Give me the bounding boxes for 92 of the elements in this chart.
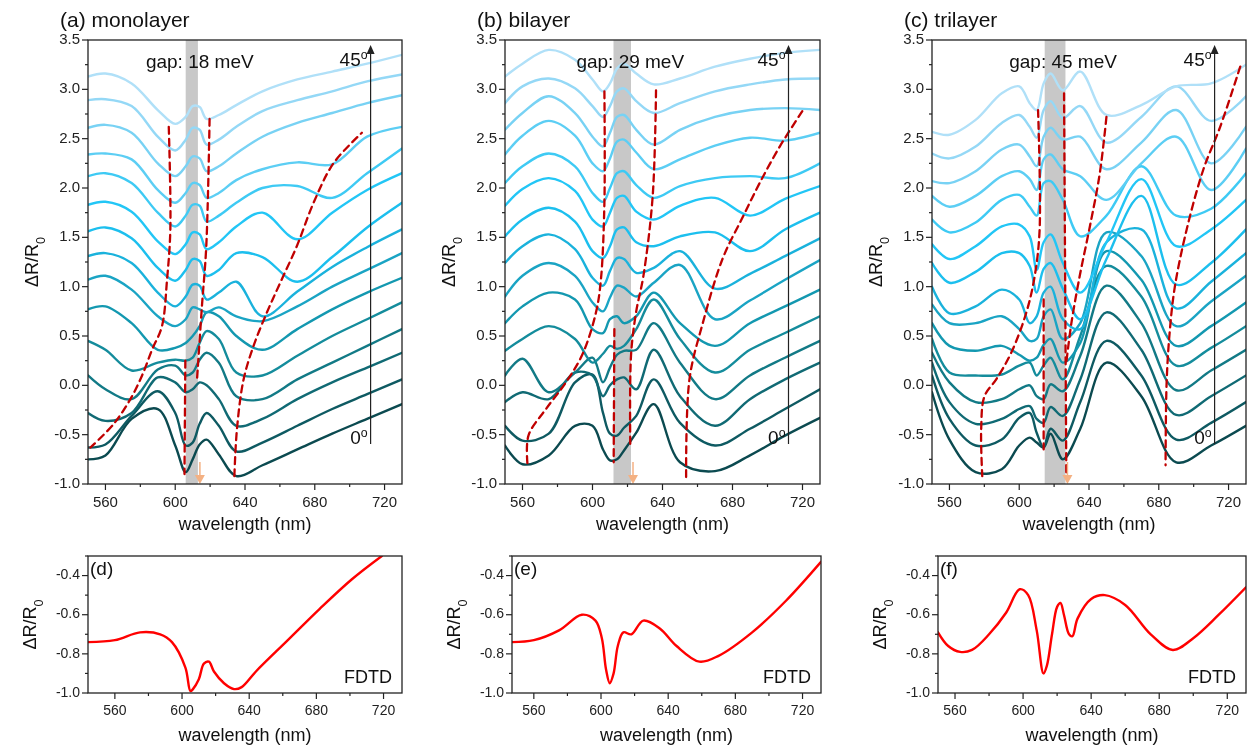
annotation: gap: 45 meV [1009, 51, 1118, 72]
y-tick-label: -1.0 [55, 683, 81, 700]
y-tick-label: 0.5 [903, 325, 924, 343]
x-axis-title: wavelength (nm) [1021, 514, 1156, 534]
x-tick-label: 560 [936, 493, 962, 510]
chart-title: (f) [940, 558, 958, 579]
x-tick-label: 560 [92, 493, 118, 510]
chart-title: (c) trilayer [904, 8, 998, 31]
y-tick-label: 1.5 [59, 227, 80, 245]
y-tick-label: -0.5 [471, 424, 497, 442]
annotation: 45$^{o}$ [339, 48, 368, 70]
x-tick-label: 600 [579, 493, 606, 510]
x-tick-label: 560 [943, 702, 967, 718]
annotation: FDTD [763, 667, 811, 687]
y-tick-label: -1.0 [471, 473, 497, 491]
annotation: 45$^{o}$ [1183, 48, 1212, 70]
y-tick-label: -0.8 [479, 644, 505, 661]
y-tick-label: -1.0 [479, 683, 505, 700]
x-tick-label: 600 [589, 702, 613, 718]
annotation: FDTD [344, 667, 392, 687]
y-tick-label: -0.5 [54, 424, 80, 442]
annotation: 0$^{o}$ [1194, 426, 1212, 448]
y-tick-label: -0.4 [479, 566, 505, 583]
x-tick-label: 600 [1006, 493, 1032, 510]
x-tick-label: 720 [789, 493, 816, 510]
y-tick-label: 0.5 [476, 325, 497, 343]
y-tick-label: 2.0 [59, 177, 80, 195]
annotation: gap: 29 meV [576, 51, 685, 72]
y-tick-label: 3.0 [476, 79, 497, 97]
y-tick-label: 1.5 [476, 227, 497, 245]
y-tick-label: 1.0 [903, 276, 924, 294]
chart-title: (a) monolayer [60, 8, 190, 31]
x-tick-label: 640 [649, 493, 676, 510]
x-tick-label: 720 [371, 702, 396, 718]
y-tick-label: 0.0 [476, 375, 497, 393]
x-tick-label: 720 [372, 493, 398, 510]
x-tick-label: 640 [237, 702, 262, 718]
annotation: gap: 18 meV [145, 51, 254, 72]
x-tick-label: 680 [302, 493, 328, 510]
chart-title: (e) [514, 558, 538, 579]
x-tick-label: 640 [1076, 493, 1102, 510]
x-tick-label: 560 [103, 702, 127, 718]
y-tick-label: -0.4 [905, 566, 931, 583]
x-tick-label: 600 [162, 493, 188, 510]
annotation: FDTD [1188, 667, 1236, 687]
y-tick-label: 2.0 [903, 177, 924, 195]
x-tick-label: 600 [170, 702, 194, 718]
x-axis-title: wavelength (nm) [598, 725, 734, 745]
y-tick-label: 0.0 [59, 375, 80, 393]
chart-title: (b) bilayer [477, 8, 571, 31]
y-tick-label: 2.5 [59, 128, 80, 146]
y-tick-label: 1.0 [476, 276, 497, 294]
x-tick-label: 720 [790, 702, 815, 718]
y-tick-label: 0.5 [59, 325, 80, 343]
y-tick-label: -1.0 [898, 473, 924, 491]
chart-title: (d) [90, 558, 114, 579]
y-tick-label: 3.0 [59, 79, 80, 97]
y-tick-label: -0.8 [905, 644, 931, 661]
y-tick-label: -1.0 [54, 473, 80, 491]
y-tick-label: -1.0 [905, 683, 931, 700]
y-tick-label: -0.6 [55, 605, 81, 622]
x-tick-label: 680 [723, 702, 748, 718]
y-tick-label: 2.5 [903, 128, 924, 146]
y-tick-label: -0.6 [479, 605, 505, 622]
x-axis-title: wavelength (nm) [177, 725, 312, 745]
x-tick-label: 640 [656, 702, 681, 718]
x-tick-label: 600 [1011, 702, 1035, 718]
x-tick-label: 640 [232, 493, 258, 510]
y-tick-label: 1.5 [903, 227, 924, 245]
x-tick-label: 680 [1147, 702, 1172, 718]
x-tick-label: 560 [509, 493, 536, 510]
y-tick-label: -0.5 [898, 424, 924, 442]
x-tick-label: 720 [1216, 493, 1242, 510]
y-tick-label: 1.0 [59, 276, 80, 294]
y-tick-label: -0.8 [55, 644, 81, 661]
y-tick-label: 2.0 [476, 177, 497, 195]
x-axis-title: wavelength (nm) [177, 514, 312, 534]
x-tick-label: 680 [719, 493, 746, 510]
y-tick-label: -0.4 [55, 566, 81, 583]
y-tick-label: 3.0 [903, 79, 924, 97]
y-tick-label: 0.0 [903, 375, 924, 393]
x-axis-title: wavelength (nm) [594, 514, 730, 534]
annotation: 0$^{o}$ [350, 426, 368, 448]
x-tick-label: 680 [1146, 493, 1172, 510]
x-axis-title: wavelength (nm) [1024, 725, 1159, 745]
x-tick-label: 560 [522, 702, 546, 718]
x-tick-label: 680 [304, 702, 329, 718]
annotation: 45$^{o}$ [757, 48, 786, 70]
y-tick-label: -0.6 [905, 605, 931, 622]
x-tick-label: 720 [1215, 702, 1240, 718]
x-tick-label: 640 [1079, 702, 1104, 718]
y-tick-label: 2.5 [476, 128, 497, 146]
